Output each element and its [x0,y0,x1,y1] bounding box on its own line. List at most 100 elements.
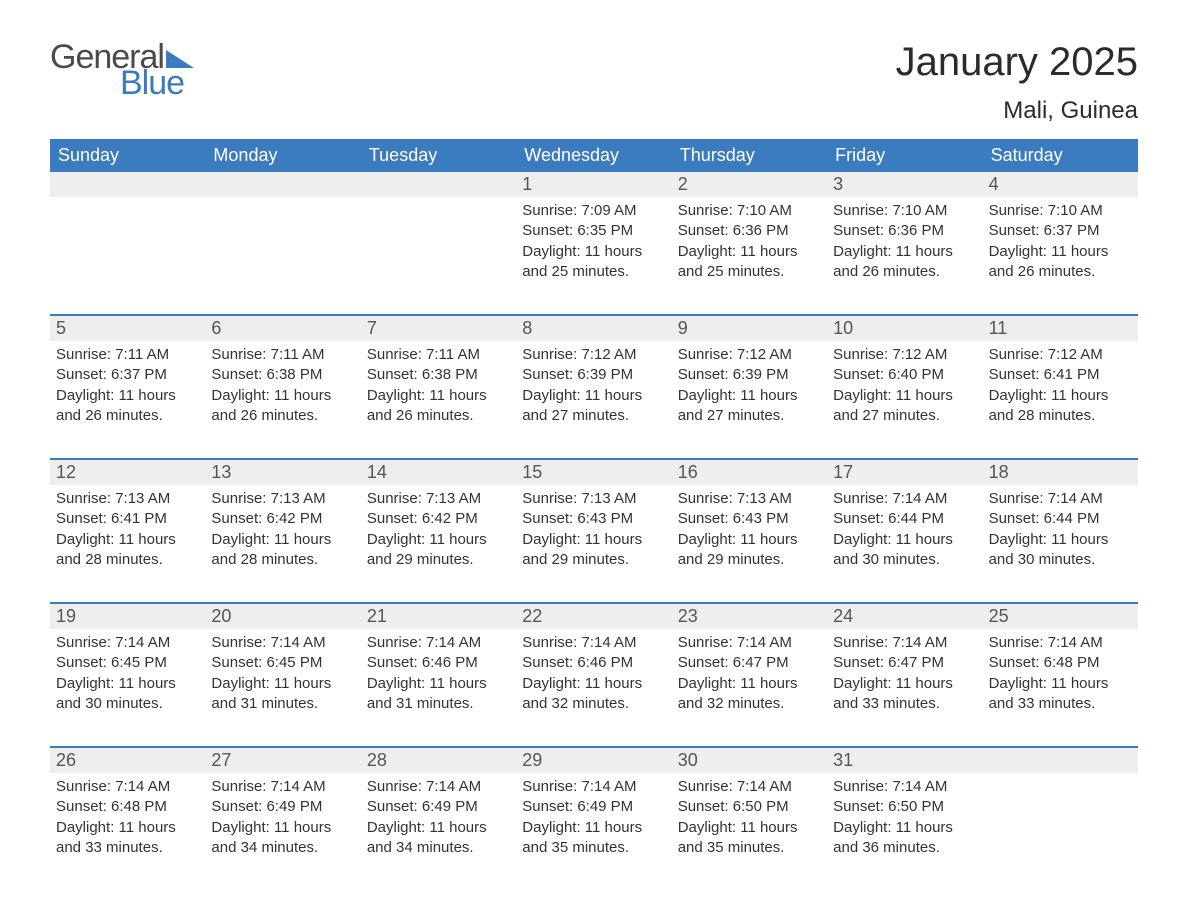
calendar-day-cell: Sunrise: 7:10 AMSunset: 6:36 PMDaylight:… [827,197,982,300]
calendar-day-line: Sunset: 6:40 PM [833,365,976,385]
calendar-day-cell: Sunrise: 7:14 AMSunset: 6:50 PMDaylight:… [672,773,827,876]
calendar-day-line: Sunrise: 7:14 AM [522,633,665,653]
calendar-day-cell: Sunrise: 7:14 AMSunset: 6:46 PMDaylight:… [361,629,516,732]
calendar-week: 262728293031Sunrise: 7:14 AMSunset: 6:48… [50,746,1138,876]
calendar-day-line: Daylight: 11 hours and 26 minutes. [989,242,1132,283]
calendar-day-cell: Sunrise: 7:10 AMSunset: 6:37 PMDaylight:… [983,197,1138,300]
calendar-day-number: 20 [205,604,360,629]
calendar-day-line: Daylight: 11 hours and 33 minutes. [56,818,199,859]
calendar-day-line: Sunset: 6:50 PM [678,797,821,817]
title-block: January 2025 Mali, Guinea [896,40,1138,125]
brand-part2: Blue [120,66,194,100]
calendar-day-line: Sunset: 6:36 PM [833,221,976,241]
calendar-day-cell: Sunrise: 7:14 AMSunset: 6:47 PMDaylight:… [672,629,827,732]
calendar-daynum-row: 12131415161718 [50,460,1138,485]
calendar-day-cell: Sunrise: 7:11 AMSunset: 6:38 PMDaylight:… [361,341,516,444]
calendar-day-cell [361,197,516,300]
calendar-day-line: Daylight: 11 hours and 29 minutes. [367,530,510,571]
calendar-day-cell: Sunrise: 7:14 AMSunset: 6:49 PMDaylight:… [205,773,360,876]
calendar-day-number: 25 [983,604,1138,629]
calendar-day-line: Sunrise: 7:14 AM [989,633,1132,653]
calendar-day-line: Sunset: 6:43 PM [678,509,821,529]
calendar-day-cell: Sunrise: 7:14 AMSunset: 6:48 PMDaylight:… [983,629,1138,732]
calendar-day-line: Sunset: 6:50 PM [833,797,976,817]
calendar-day-number: 1 [516,172,671,197]
calendar-day-number: 31 [827,748,982,773]
calendar-daynum-row: 567891011 [50,316,1138,341]
calendar-day-line: Daylight: 11 hours and 28 minutes. [56,530,199,571]
calendar-day-line: Sunset: 6:43 PM [522,509,665,529]
calendar-day-line: Sunrise: 7:12 AM [522,345,665,365]
calendar-day-line: Daylight: 11 hours and 34 minutes. [367,818,510,859]
calendar-day-line: Sunrise: 7:14 AM [211,777,354,797]
calendar-day-cell: Sunrise: 7:12 AMSunset: 6:40 PMDaylight:… [827,341,982,444]
calendar-day-line: Daylight: 11 hours and 31 minutes. [367,674,510,715]
calendar-day-number: 7 [361,316,516,341]
calendar-day-number: 19 [50,604,205,629]
calendar-day-cell: Sunrise: 7:13 AMSunset: 6:42 PMDaylight:… [361,485,516,588]
calendar-day-line: Sunset: 6:42 PM [367,509,510,529]
calendar-day-number: 10 [827,316,982,341]
calendar-day-line: Sunset: 6:46 PM [367,653,510,673]
calendar-body: 1234Sunrise: 7:09 AMSunset: 6:35 PMDayli… [50,172,1138,876]
calendar-day-number: 4 [983,172,1138,197]
calendar-day-line: Sunrise: 7:13 AM [678,489,821,509]
calendar-day-line: Sunset: 6:38 PM [211,365,354,385]
calendar-day-cell: Sunrise: 7:14 AMSunset: 6:44 PMDaylight:… [827,485,982,588]
calendar-day-line: Daylight: 11 hours and 29 minutes. [678,530,821,571]
calendar-week: 12131415161718Sunrise: 7:13 AMSunset: 6:… [50,458,1138,588]
calendar-day-number: 14 [361,460,516,485]
calendar-day-line: Daylight: 11 hours and 31 minutes. [211,674,354,715]
calendar-day-number: 22 [516,604,671,629]
calendar-day-line: Sunset: 6:45 PM [211,653,354,673]
calendar-day-line: Daylight: 11 hours and 27 minutes. [522,386,665,427]
calendar-day-line: Daylight: 11 hours and 35 minutes. [522,818,665,859]
calendar-day-header: Friday [827,139,982,172]
location-label: Mali, Guinea [896,97,1138,125]
calendar-day-line: Daylight: 11 hours and 33 minutes. [833,674,976,715]
calendar-day-cell: Sunrise: 7:14 AMSunset: 6:47 PMDaylight:… [827,629,982,732]
calendar-day-cell: Sunrise: 7:13 AMSunset: 6:43 PMDaylight:… [516,485,671,588]
calendar-day-line: Daylight: 11 hours and 35 minutes. [678,818,821,859]
calendar-day-line: Daylight: 11 hours and 26 minutes. [367,386,510,427]
calendar-day-line: Daylight: 11 hours and 25 minutes. [522,242,665,283]
calendar-day-number: 9 [672,316,827,341]
calendar-day-line: Sunset: 6:35 PM [522,221,665,241]
calendar-day-line: Sunset: 6:37 PM [989,221,1132,241]
calendar-day-line: Daylight: 11 hours and 30 minutes. [833,530,976,571]
calendar-day-cell: Sunrise: 7:13 AMSunset: 6:41 PMDaylight:… [50,485,205,588]
calendar-day-line: Sunrise: 7:10 AM [989,201,1132,221]
calendar-day-number [361,172,516,197]
calendar-day-line: Sunrise: 7:12 AM [833,345,976,365]
calendar-day-line: Sunrise: 7:14 AM [56,633,199,653]
calendar-day-line: Sunset: 6:39 PM [678,365,821,385]
calendar-day-line: Sunset: 6:41 PM [989,365,1132,385]
calendar-day-cell: Sunrise: 7:14 AMSunset: 6:48 PMDaylight:… [50,773,205,876]
calendar-day-line: Sunset: 6:44 PM [989,509,1132,529]
calendar-day-line: Daylight: 11 hours and 33 minutes. [989,674,1132,715]
calendar-day-line: Daylight: 11 hours and 32 minutes. [522,674,665,715]
calendar-day-line: Sunrise: 7:09 AM [522,201,665,221]
calendar-week: 19202122232425Sunrise: 7:14 AMSunset: 6:… [50,602,1138,732]
calendar-day-number: 13 [205,460,360,485]
calendar-day-header: Monday [205,139,360,172]
calendar-day-cell: Sunrise: 7:09 AMSunset: 6:35 PMDaylight:… [516,197,671,300]
calendar-day-line: Daylight: 11 hours and 26 minutes. [211,386,354,427]
calendar-day-line: Sunrise: 7:14 AM [678,777,821,797]
calendar-day-line: Sunset: 6:49 PM [367,797,510,817]
calendar-daynum-row: 19202122232425 [50,604,1138,629]
calendar-day-line: Sunrise: 7:14 AM [367,777,510,797]
calendar-day-line: Daylight: 11 hours and 28 minutes. [211,530,354,571]
calendar-day-line: Daylight: 11 hours and 26 minutes. [833,242,976,283]
calendar-day-number: 2 [672,172,827,197]
calendar-day-header-row: SundayMondayTuesdayWednesdayThursdayFrid… [50,139,1138,172]
calendar-day-number: 24 [827,604,982,629]
calendar-day-cell: Sunrise: 7:10 AMSunset: 6:36 PMDaylight:… [672,197,827,300]
calendar-day-line: Daylight: 11 hours and 27 minutes. [833,386,976,427]
calendar-week: 1234Sunrise: 7:09 AMSunset: 6:35 PMDayli… [50,172,1138,300]
calendar-day-cell: Sunrise: 7:12 AMSunset: 6:41 PMDaylight:… [983,341,1138,444]
calendar-day-number: 28 [361,748,516,773]
calendar-day-number: 3 [827,172,982,197]
calendar-day-line: Sunrise: 7:14 AM [56,777,199,797]
calendar-day-line: Daylight: 11 hours and 28 minutes. [989,386,1132,427]
